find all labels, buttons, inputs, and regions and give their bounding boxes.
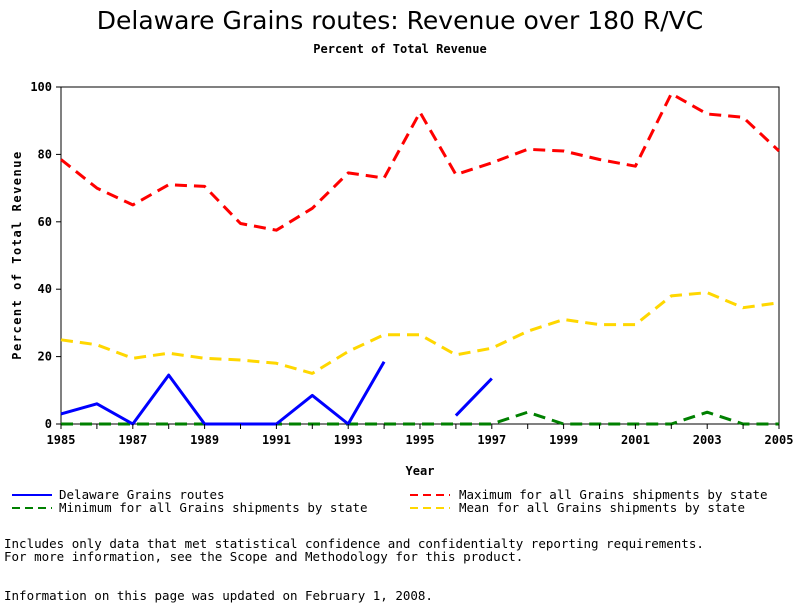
axes-layer: 0 20 40 60 80 100 1985 1987 1989 1991 1993 1995 1997… — [30, 80, 793, 447]
plot-area — [60, 86, 780, 425]
x-tick-label: 1995 — [406, 433, 435, 447]
legend-item: Minimum for all Grains shipments by stat… — [12, 500, 368, 515]
x-tick-label: 1991 — [262, 433, 291, 447]
y-tick-label: 20 — [38, 350, 52, 364]
chart-title: Delaware Grains routes: Revenue over 180… — [96, 6, 704, 35]
series-line — [61, 410, 779, 426]
y-tick-label: 100 — [30, 80, 52, 94]
series-maximum-for-all-grains-shipments-by-state — [60, 92, 781, 232]
x-tick-label: 1993 — [334, 433, 363, 447]
legend: Delaware Grains routes Maximum for all Gr… — [12, 487, 768, 515]
confidence-note: Includes only data that met statistical … — [4, 536, 704, 551]
legend-label: Minimum for all Grains shipments by stat… — [59, 500, 368, 515]
series-layer — [60, 92, 781, 426]
series-line — [60, 291, 780, 375]
y-axis-label: Percent of Total Revenue — [10, 150, 24, 359]
x-tick-label: 1987 — [118, 433, 147, 447]
y-tick-label: 80 — [38, 147, 52, 161]
series-line — [454, 377, 493, 417]
x-axis-label: Year — [406, 464, 435, 478]
legend-item: Maximum for all Grains shipments by stat… — [410, 487, 768, 502]
x-tick-label: 1997 — [477, 433, 506, 447]
x-tick-label: 2001 — [621, 433, 650, 447]
legend-label: Delaware Grains routes — [59, 487, 225, 502]
y-tick-label: 60 — [38, 215, 52, 229]
legend-item: Delaware Grains routes — [12, 487, 225, 502]
legend-label: Mean for all Grains shipments by state — [459, 500, 745, 515]
plot-frame — [60, 86, 780, 425]
x-tick-label: 1999 — [549, 433, 578, 447]
updated-note: Information on this page was updated on … — [4, 588, 433, 603]
x-tick-label: 2005 — [765, 433, 794, 447]
legend-label: Maximum for all Grains shipments by stat… — [459, 487, 768, 502]
chart-subtitle: Percent of Total Revenue — [313, 42, 487, 56]
legend-item: Mean for all Grains shipments by state — [410, 500, 745, 515]
series-delaware-grains-routes — [60, 360, 493, 426]
x-tick-label: 1989 — [190, 433, 219, 447]
y-tick-label: 0 — [45, 417, 52, 431]
methodology-note: For more information, see the Scope and … — [4, 549, 524, 564]
x-tick-label: 2003 — [693, 433, 722, 447]
series-minimum-for-all-grains-shipments-by-state — [61, 410, 779, 426]
y-tick-label: 40 — [38, 282, 52, 296]
series-line — [60, 360, 386, 426]
x-tick-label: 1985 — [47, 433, 76, 447]
series-mean-for-all-grains-shipments-by-state — [60, 291, 780, 375]
series-line — [60, 92, 781, 232]
